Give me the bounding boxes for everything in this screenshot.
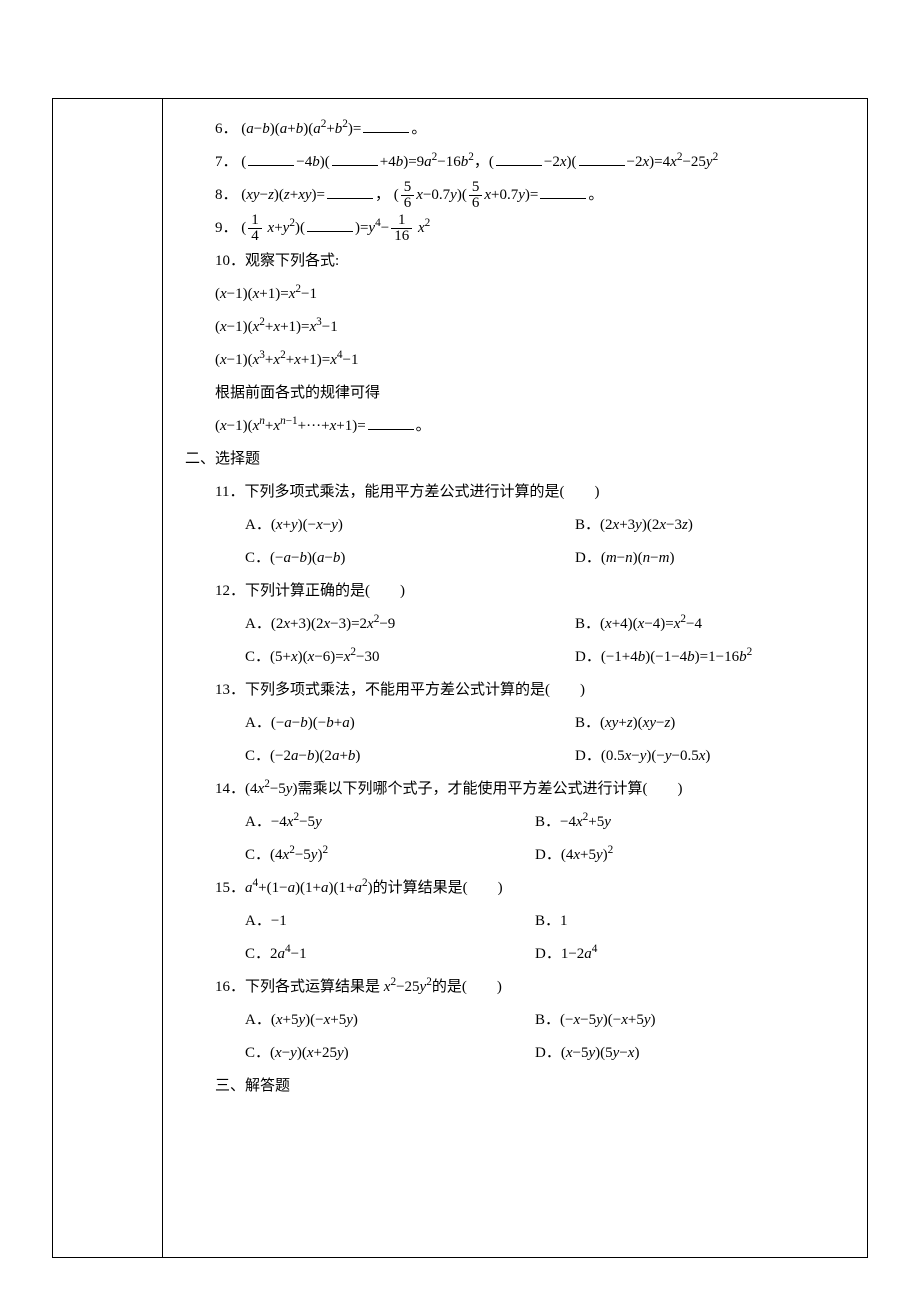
q6-expr: (a−b)(a+b)(a2+b2)= (241, 121, 361, 137)
question-10-title: 10．观察下列各式: (185, 245, 845, 278)
content-frame: 6． (a−b)(a+b)(a2+b2)= 。 7． (−4b)(+4b)=9a2… (52, 98, 868, 1258)
question-6: 6． (a−b)(a+b)(a2+b2)= 。 (185, 113, 845, 146)
content-column: 6． (a−b)(a+b)(a2+b2)= 。 7． (−4b)(+4b)=9a2… (163, 99, 867, 1257)
q12-row2: C．(5+x)(x−6)=x2−30 D．(−1+4b)(−1−4b)=1−16… (185, 641, 845, 674)
q11-stem: 11．下列多项式乘法，能用平方差公式进行计算的是( ) (185, 476, 845, 509)
q12-A: A．(2x+3)(2x−3)=2x2−9 (245, 608, 575, 641)
q13-row2: C．(−2a−b)(2a+b) D．(0.5x−y)(−y−0.5x) (185, 740, 845, 773)
q12-B: B．(x+4)(x−4)=x2−4 (575, 608, 845, 641)
section-3-heading: 三、解答题 (185, 1070, 845, 1103)
q10-num: 10． (215, 253, 245, 269)
q15-D: D．1−2a4 (535, 938, 845, 971)
q14-C: C．(4x2−5y)2 (245, 839, 535, 872)
q7-num: 7． (215, 154, 238, 170)
left-margin-column (53, 99, 163, 1257)
q14-stem: 14．(4x2−5y)需乘以下列哪个式子，才能使用平方差公式进行计算( ) (185, 773, 845, 806)
q9-expr: (14 x+y2)()=y4−116 x2 (241, 220, 430, 236)
q16-stem: 16．下列各式运算结果是 x2−25y2的是( ) (185, 971, 845, 1004)
q15-row2: C．2a4−1 D．1−2a4 (185, 938, 845, 971)
q13-A: A．(−a−b)(−b+a) (245, 707, 575, 740)
question-8: 8． (xy−z)(z+xy)=， (56x−0.7y)(56x+0.7y)=。 (185, 179, 845, 212)
q8-num: 8． (215, 187, 238, 203)
q13-row1: A．(−a−b)(−b+a) B．(xy+z)(xy−z) (185, 707, 845, 740)
q11-A: A．(x+y)(−x−y) (245, 509, 575, 542)
question-7: 7． (−4b)(+4b)=9a2−16b2，(−2x)(−2x)=4x2−25… (185, 146, 845, 179)
q12-C: C．(5+x)(x−6)=x2−30 (245, 641, 575, 674)
q15-row1: A．−1 B．1 (185, 905, 845, 938)
q15-C: C．2a4−1 (245, 938, 535, 971)
q14-A: A．−4x2−5y (245, 806, 535, 839)
q14-row2: C．(4x2−5y)2 D．(4x+5y)2 (185, 839, 845, 872)
q16-B: B．(−x−5y)(−x+5y) (535, 1004, 845, 1037)
q6-num: 6． (215, 121, 238, 137)
q9-num: 9． (215, 220, 238, 236)
q13-B: B．(xy+z)(xy−z) (575, 707, 845, 740)
q16-D: D．(x−5y)(5y−x) (535, 1037, 845, 1070)
q11-D: D．(m−n)(n−m) (575, 542, 845, 575)
section-2-heading: 二、选择题 (185, 443, 845, 476)
q14-B: B．−4x2+5y (535, 806, 845, 839)
q15-B: B．1 (535, 905, 845, 938)
q11-B: B．(2x+3y)(2x−3z) (575, 509, 845, 542)
q11-row2: C．(−a−b)(a−b) D．(m−n)(n−m) (185, 542, 845, 575)
q16-row1: A．(x+5y)(−x+5y) B．(−x−5y)(−x+5y) (185, 1004, 845, 1037)
q8-expr: (xy−z)(z+xy)=， (56x−0.7y)(56x+0.7y)= (241, 187, 588, 203)
q10-line5: (x−1)(xn+xn−1+···+x+1)=。 (185, 410, 845, 443)
blank (363, 119, 409, 133)
q10-title: 观察下列各式: (245, 253, 339, 269)
q10-line3: (x−1)(x3+x2+x+1)=x4−1 (185, 344, 845, 377)
q16-C: C．(x−y)(x+25y) (245, 1037, 535, 1070)
q10-line1: (x−1)(x+1)=x2−1 (185, 278, 845, 311)
q14-D: D．(4x+5y)2 (535, 839, 845, 872)
question-9: 9． (14 x+y2)()=y4−116 x2 (185, 212, 845, 245)
q10-line2: (x−1)(x2+x+1)=x3−1 (185, 311, 845, 344)
q13-C: C．(−2a−b)(2a+b) (245, 740, 575, 773)
q12-stem: 12．下列计算正确的是( ) (185, 575, 845, 608)
q12-D: D．(−1+4b)(−1−4b)=1−16b2 (575, 641, 845, 674)
q14-row1: A．−4x2−5y B．−4x2+5y (185, 806, 845, 839)
q12-row1: A．(2x+3)(2x−3)=2x2−9 B．(x+4)(x−4)=x2−4 (185, 608, 845, 641)
q15-stem: 15．a4+(1−a)(1+a)(1+a2)的计算结果是( ) (185, 872, 845, 905)
q10-line4: 根据前面各式的规律可得 (185, 377, 845, 410)
q16-row2: C．(x−y)(x+25y) D．(x−5y)(5y−x) (185, 1037, 845, 1070)
q13-stem: 13．下列多项式乘法，不能用平方差公式计算的是( ) (185, 674, 845, 707)
q6-tail: 。 (411, 121, 426, 137)
q7-expr: (−4b)(+4b)=9a2−16b2，(−2x)(−2x)=4x2−25y2 (241, 154, 718, 170)
q11-row1: A．(x+y)(−x−y) B．(2x+3y)(2x−3z) (185, 509, 845, 542)
page-sheet: 6． (a−b)(a+b)(a2+b2)= 。 7． (−4b)(+4b)=9a2… (0, 0, 920, 1302)
q16-A: A．(x+5y)(−x+5y) (245, 1004, 535, 1037)
q11-C: C．(−a−b)(a−b) (245, 542, 575, 575)
q13-D: D．(0.5x−y)(−y−0.5x) (575, 740, 845, 773)
q8-tail: 。 (588, 187, 603, 203)
q15-A: A．−1 (245, 905, 535, 938)
